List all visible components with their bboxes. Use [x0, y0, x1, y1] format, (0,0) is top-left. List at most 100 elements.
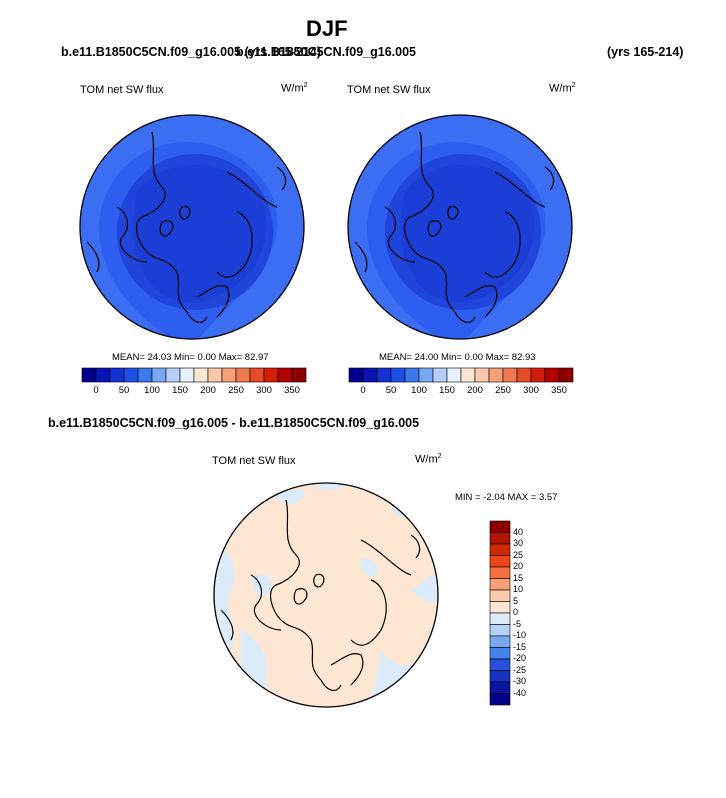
colorbar-tick-label: 250: [228, 385, 244, 396]
colorbar-swatch: [489, 543, 511, 556]
colorbar-swatch: [502, 367, 518, 383]
top-right-case-label: b.e11.B1850C5CN.f09_g16.005: [236, 45, 416, 59]
panel2-colorbar: [348, 367, 574, 383]
colorbar-swatch: [348, 367, 364, 383]
colorbar-tick-label: 25: [513, 549, 524, 560]
diff-panel-title: b.e11.B1850C5CN.f09_g16.005 - b.e11.B185…: [48, 416, 420, 430]
colorbar-swatch: [95, 367, 111, 383]
colorbar-swatch: [81, 367, 97, 383]
colorbar-swatch: [460, 367, 476, 383]
colorbar-tick-label: -20: [513, 653, 527, 663]
colorbar-swatch: [179, 367, 195, 383]
colorbar-swatch: [165, 367, 181, 383]
colorbar-tick-label: 50: [385, 385, 397, 396]
colorbar-tick-label: 150: [439, 385, 455, 396]
colorbar-swatch: [489, 555, 511, 568]
colorbar-tick-label: 0: [93, 385, 99, 396]
colorbar-swatch: [446, 367, 462, 383]
panel1-colorbar: [81, 367, 307, 383]
colorbar-tick-label: 300: [523, 385, 539, 396]
colorbar-swatch: [432, 367, 448, 383]
colorbar-swatch: [263, 367, 279, 383]
colorbar-tick-label: -5: [513, 618, 522, 629]
diff-colorbar-labels: 40 30 25 20 15 10 5 0 -5 -10 -15 -20 -25 -30 -40: [513, 521, 543, 705]
colorbar-swatch: [221, 367, 237, 383]
colorbar-swatch: [193, 367, 209, 383]
colorbar-tick-label: 0: [360, 385, 366, 396]
colorbar-tick-label: 350: [284, 385, 300, 396]
panel1-units: W/m2: [281, 82, 308, 95]
colorbar-tick-label: -30: [513, 676, 527, 686]
panel2-colorbar-labels: 0 50 100 150 200 250 300 350: [349, 385, 573, 397]
colorbar-swatch: [489, 578, 511, 591]
diff-units: W/m2: [415, 453, 442, 466]
diff-stats: MIN = -2.04 MAX = 3.57: [455, 492, 558, 503]
top-right-years-label: (yrs 165-214): [607, 45, 684, 59]
colorbar-tick-label: -15: [513, 641, 527, 652]
colorbar-tick-label: 50: [118, 385, 130, 396]
colorbar-swatch: [489, 612, 511, 625]
colorbar-tick-label: 40: [513, 526, 524, 537]
colorbar-tick-label: 0: [513, 607, 519, 617]
colorbar-tick-label: 15: [513, 572, 524, 583]
colorbar-swatch: [488, 367, 504, 383]
colorbar-tick-label: 350: [551, 385, 567, 396]
diff-polar-map: [213, 482, 439, 708]
colorbar-swatch: [530, 367, 546, 383]
diff-variable: TOM net SW flux: [212, 455, 296, 467]
colorbar-swatch: [418, 367, 434, 383]
colorbar-swatch: [123, 367, 139, 383]
colorbar-swatch: [489, 693, 511, 706]
colorbar-swatch: [489, 520, 511, 533]
colorbar-swatch: [489, 566, 511, 579]
panel1-colorbar-labels: 0 50 100 150 200 250 300 350: [82, 385, 306, 397]
panel2-polar-map: [347, 114, 573, 340]
colorbar-tick-label: 100: [411, 385, 427, 396]
colorbar-swatch: [207, 367, 223, 383]
colorbar-swatch: [362, 367, 378, 383]
colorbar-swatch: [516, 367, 532, 383]
colorbar-swatch: [376, 367, 392, 383]
colorbar-tick-label: 100: [144, 385, 160, 396]
colorbar-tick-label: -25: [513, 664, 527, 675]
colorbar-swatch: [109, 367, 125, 383]
colorbar-tick-label: 200: [200, 385, 216, 396]
colorbar-tick-label: 250: [495, 385, 511, 396]
panel1-polar-map: [79, 114, 305, 340]
colorbar-tick-label: 20: [513, 561, 524, 571]
panel1-stats: MEAN= 24.03 Min= 0.00 Max= 82.97: [112, 352, 269, 363]
colorbar-swatch: [489, 624, 511, 637]
panel2-stats: MEAN= 24.00 Min= 0.00 Max= 82.93: [379, 352, 536, 363]
colorbar-swatch: [558, 367, 574, 383]
panel2-variable: TOM net SW flux: [347, 84, 431, 96]
colorbar-swatch: [474, 367, 490, 383]
colorbar-swatch: [489, 647, 511, 660]
colorbar-swatch: [489, 670, 511, 683]
colorbar-tick-label: 10: [513, 584, 524, 594]
colorbar-tick-label: -40: [513, 687, 527, 698]
colorbar-swatch: [137, 367, 153, 383]
colorbar-swatch: [489, 532, 511, 545]
colorbar-tick-label: 200: [467, 385, 483, 396]
colorbar-swatch: [489, 589, 511, 602]
colorbar-tick-label: 5: [513, 595, 519, 606]
colorbar-swatch: [489, 681, 511, 694]
colorbar-swatch: [249, 367, 265, 383]
top-left-case-label: b.e11.B1850C5CN.f09_g16.005 (yrs 165-214…: [61, 45, 321, 59]
colorbar-swatch: [544, 367, 560, 383]
colorbar-tick-label: 30: [513, 538, 524, 548]
colorbar-tick-label: 150: [172, 385, 188, 396]
colorbar-tick-label: -10: [513, 630, 527, 640]
panel1-variable: TOM net SW flux: [80, 84, 164, 96]
colorbar-swatch: [489, 658, 511, 671]
page-title: DJF: [306, 16, 348, 41]
colorbar-swatch: [291, 367, 307, 383]
colorbar-swatch: [277, 367, 293, 383]
diff-colorbar: [489, 520, 511, 706]
colorbar-swatch: [235, 367, 251, 383]
colorbar-swatch: [489, 635, 511, 648]
panel2-units: W/m2: [549, 82, 576, 95]
colorbar-tick-label: 300: [256, 385, 272, 396]
colorbar-swatch: [489, 601, 511, 614]
colorbar-swatch: [390, 367, 406, 383]
